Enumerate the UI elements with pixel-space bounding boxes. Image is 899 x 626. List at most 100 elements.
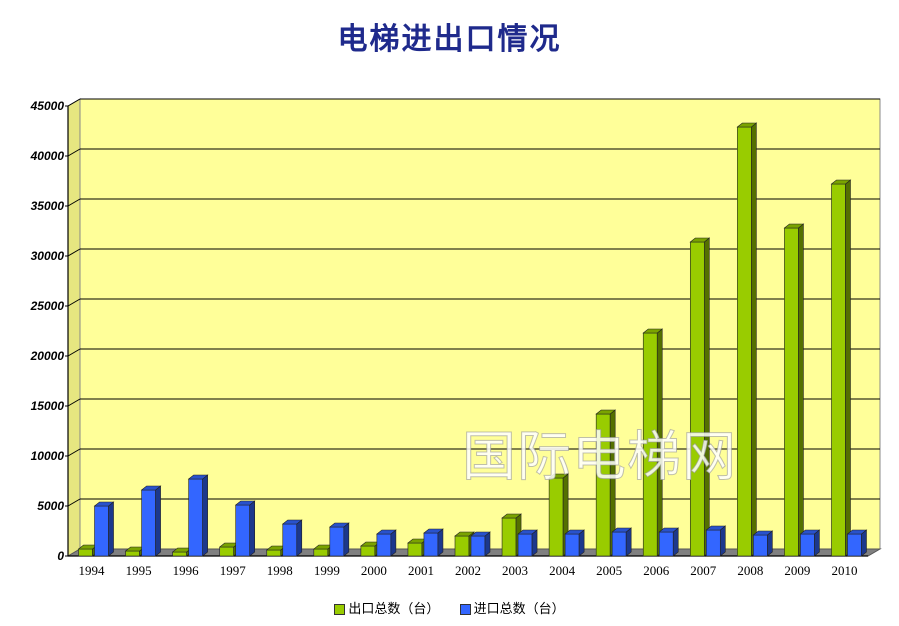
bar-top-export-2008 [736, 122, 758, 128]
bar-import-2000 [376, 533, 392, 557]
x-tick-label: 1999 [314, 563, 340, 578]
x-tick-label: 2003 [502, 563, 528, 578]
x-tick-label: 2006 [643, 563, 670, 578]
y-tick-label: 35000 [31, 199, 65, 213]
bar-side-import-1994 [108, 501, 114, 557]
bar-top-import-2009 [799, 529, 821, 535]
bar-top-import-2006 [658, 527, 680, 533]
bar-top-export-2002 [454, 531, 475, 537]
bar-import-2007 [705, 529, 721, 557]
bar-side-import-1996 [202, 474, 208, 557]
bar-top-export-2004 [548, 473, 569, 479]
bar-top-export-2006 [642, 328, 664, 334]
bar-import-2009 [800, 533, 815, 557]
bar-top-import-2000 [376, 529, 397, 535]
bar-export-2009 [784, 227, 799, 557]
bar-import-1998 [282, 523, 298, 557]
gridline-side [67, 248, 81, 257]
legend-label-import: 进口总数（台） [473, 602, 565, 617]
bar-side-export-2007 [703, 237, 710, 557]
x-tick-label: 2000 [361, 563, 387, 578]
bar-side-import-1999 [343, 522, 350, 557]
bar-side-import-2004 [578, 529, 585, 557]
bar-import-2002 [470, 535, 486, 557]
y-tick-label: 0 [57, 549, 64, 563]
x-tick-label: 2010 [831, 563, 857, 578]
plot-side-wall [67, 98, 81, 557]
bar-top-import-2002 [470, 531, 491, 537]
x-tick-label: 1997 [220, 563, 247, 578]
bar-export-2003 [501, 517, 517, 557]
legend-swatch-export [334, 604, 346, 615]
bar-top-import-2010 [846, 529, 868, 535]
bar-side-import-2001 [437, 528, 444, 557]
y-tick-label: 20000 [30, 349, 65, 363]
gridline-side [67, 148, 81, 157]
bar-export-2008 [737, 126, 752, 557]
bar-import-2005 [611, 531, 627, 557]
bar-export-2000 [360, 545, 376, 557]
y-tick-label: 10000 [31, 449, 65, 463]
legend-swatch-import [459, 604, 471, 615]
legend: 出口总数（台） 进口总数（台） [0, 598, 899, 617]
watermark-text: 国际电梯网 [462, 425, 737, 489]
bar-import-2004 [564, 533, 580, 557]
bar-top-import-2003 [517, 529, 538, 535]
x-tick-label: 2005 [596, 563, 622, 578]
legend-label-export: 出口总数（台） [348, 602, 440, 617]
bar-import-2010 [847, 533, 862, 557]
bar-side-import-2000 [390, 529, 397, 557]
bar-top-import-2004 [564, 529, 585, 535]
y-tick-label: 45000 [30, 99, 65, 113]
gridline-side [67, 98, 81, 107]
bar-top-import-1999 [328, 522, 350, 528]
bar-side-import-2003 [531, 529, 538, 557]
gridline-side [67, 348, 81, 357]
x-tick-label: 2007 [690, 563, 717, 578]
bar-import-2001 [423, 532, 439, 557]
gridline-side [67, 498, 81, 507]
bar-top-import-2005 [611, 527, 633, 533]
bar-import-2003 [517, 533, 533, 557]
bar-side-import-1998 [296, 519, 303, 557]
bar-export-1994 [78, 548, 93, 557]
bar-side-import-1995 [155, 485, 161, 557]
gridline-side [67, 448, 81, 457]
x-tick-label: 1996 [173, 563, 200, 578]
bar-export-1998 [266, 549, 282, 557]
bar-top-export-2005 [595, 409, 617, 415]
x-tick-label: 1994 [79, 563, 106, 578]
bar-import-2008 [753, 534, 768, 557]
bar-import-1999 [329, 526, 345, 557]
bar-top-import-1996 [187, 474, 209, 480]
bar-export-2001 [407, 542, 423, 557]
bar-export-2002 [454, 535, 470, 557]
x-tick-label: 2001 [408, 563, 434, 578]
bar-side-export-2009 [798, 223, 804, 557]
bar-top-export-2007 [689, 237, 711, 243]
bar-export-1999 [313, 548, 329, 557]
legend-item-export: 出口总数（台） [334, 598, 439, 617]
bar-side-export-2010 [845, 179, 851, 557]
bar-side-import-2005 [625, 527, 632, 557]
bar-export-2010 [831, 183, 846, 557]
y-tick-label: 5000 [37, 499, 64, 513]
bar-side-export-2008 [751, 122, 757, 557]
gridline-side [67, 198, 81, 207]
bar-top-import-1998 [281, 519, 303, 525]
bar-export-1997 [219, 546, 235, 557]
bar-top-export-2009 [783, 223, 805, 229]
y-tick-label: 40000 [30, 149, 65, 163]
x-tick-label: 1998 [267, 563, 293, 578]
bar-export-1995 [125, 550, 140, 557]
chart-title: 电梯进出口情况 [337, 22, 562, 57]
y-tick-label: 15000 [31, 399, 65, 413]
legend-item-import: 进口总数（台） [459, 598, 565, 617]
x-tick-label: 2009 [784, 563, 810, 578]
x-tick-label: 2004 [549, 563, 576, 578]
bar-export-2007 [689, 241, 705, 557]
bar-side-import-2007 [719, 525, 726, 557]
y-tick-label: 25000 [30, 299, 65, 313]
bar-side-import-2009 [814, 529, 820, 557]
